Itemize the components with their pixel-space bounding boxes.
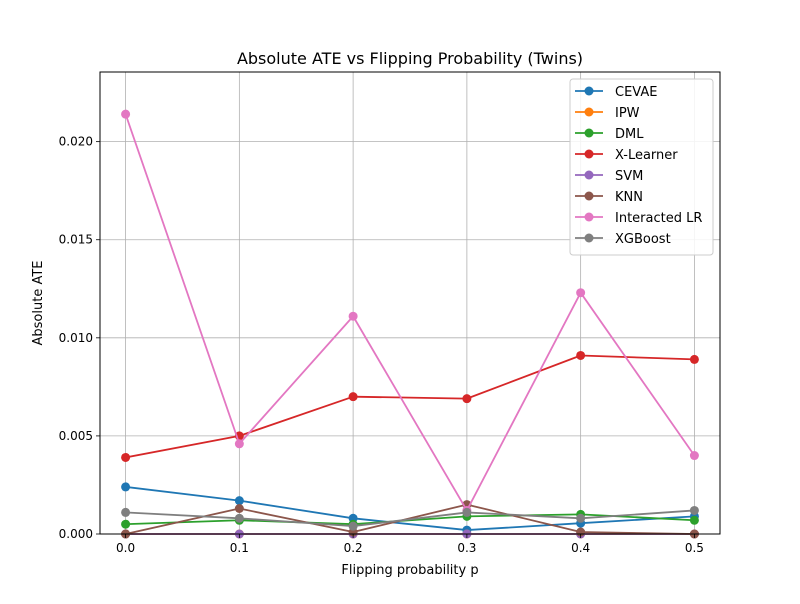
x-tick-label: 0.2	[344, 541, 363, 555]
series-line-interacted-lr	[124, 113, 696, 512]
data-point-interacted-lr	[234, 439, 244, 449]
legend-box	[569, 78, 714, 256]
data-point-interacted-lr	[121, 109, 131, 119]
legend-marker-ipw	[584, 107, 594, 117]
chart-title: Absolute ATE vs Flipping Probability (Tw…	[237, 49, 583, 68]
data-point-dml	[689, 515, 699, 525]
data-point-xgboost	[348, 521, 358, 531]
x-tick-label: 0.4	[571, 541, 590, 555]
x-tick-label: 0.1	[230, 541, 249, 555]
legend-label-interacted-lr: Interacted LR	[615, 211, 702, 226]
legend-label-ipw: IPW	[615, 106, 640, 121]
y-tick-label: 0.015	[59, 233, 93, 247]
data-point-x-learner	[348, 392, 358, 402]
data-point-xgboost	[121, 507, 131, 517]
legend-label-dml: DML	[615, 127, 644, 142]
data-point-interacted-lr	[576, 288, 586, 298]
legend-marker-svm	[584, 170, 594, 180]
data-point-xgboost	[689, 505, 699, 515]
legend-marker-dml	[584, 128, 594, 138]
series-line-x-learner	[125, 354, 695, 459]
x-tick-label: 0.0	[116, 541, 135, 555]
legend-marker-interacted-lr	[584, 212, 594, 222]
y-tick-label: 0.005	[59, 429, 93, 443]
legend-marker-xgboost	[584, 233, 594, 243]
x-axis-label: Flipping probability p	[341, 563, 478, 578]
y-tick-label: 0.010	[59, 331, 93, 345]
data-point-cevae	[234, 496, 244, 506]
plot-frame	[99, 71, 721, 535]
legend-marker-x-learner	[584, 149, 594, 159]
y-tick-label: 0.020	[59, 135, 93, 149]
legend-label-cevae: CEVAE	[615, 85, 657, 100]
y-tick-label: 0.000	[59, 527, 93, 541]
series-line-knn	[125, 503, 695, 535]
data-point-x-learner	[689, 354, 699, 364]
series-line-dml	[125, 513, 695, 526]
x-tick-label: 0.5	[685, 541, 704, 555]
legend-marker-cevae	[584, 86, 594, 96]
series-line-xgboost	[125, 509, 695, 528]
data-point-xgboost	[234, 513, 244, 523]
x-tick-label: 0.3	[457, 541, 476, 555]
data-point-cevae	[121, 482, 131, 492]
data-point-xgboost	[462, 507, 472, 517]
legend-label-xgboost: XGBoost	[615, 232, 671, 247]
legend-marker-knn	[584, 191, 594, 201]
legend-label-x-learner: X-Learner	[615, 148, 678, 163]
axis-ticks: 0.0 0.1 0.2 0.3 0.4 0.5 0.000 0.005 0.010 0.015 0.…	[59, 135, 704, 555]
data-point-interacted-lr	[689, 451, 699, 461]
data-point-x-learner	[121, 452, 131, 462]
data-point-knn	[234, 503, 244, 513]
legend-label-knn: KNN	[615, 190, 643, 205]
legend-label-svm: SVM	[615, 169, 643, 184]
series-line-cevae	[125, 486, 695, 531]
legend: CEVAE IPW DML X-Learner SVM KNN Interacted LR X…	[569, 78, 714, 256]
data-point-xgboost	[576, 513, 586, 523]
y-axis-label: Absolute ATE	[31, 261, 46, 346]
data-point-x-learner	[576, 350, 586, 360]
data-point-interacted-lr	[348, 311, 358, 321]
data-point-dml	[121, 519, 131, 529]
data-point-x-learner	[462, 394, 472, 404]
